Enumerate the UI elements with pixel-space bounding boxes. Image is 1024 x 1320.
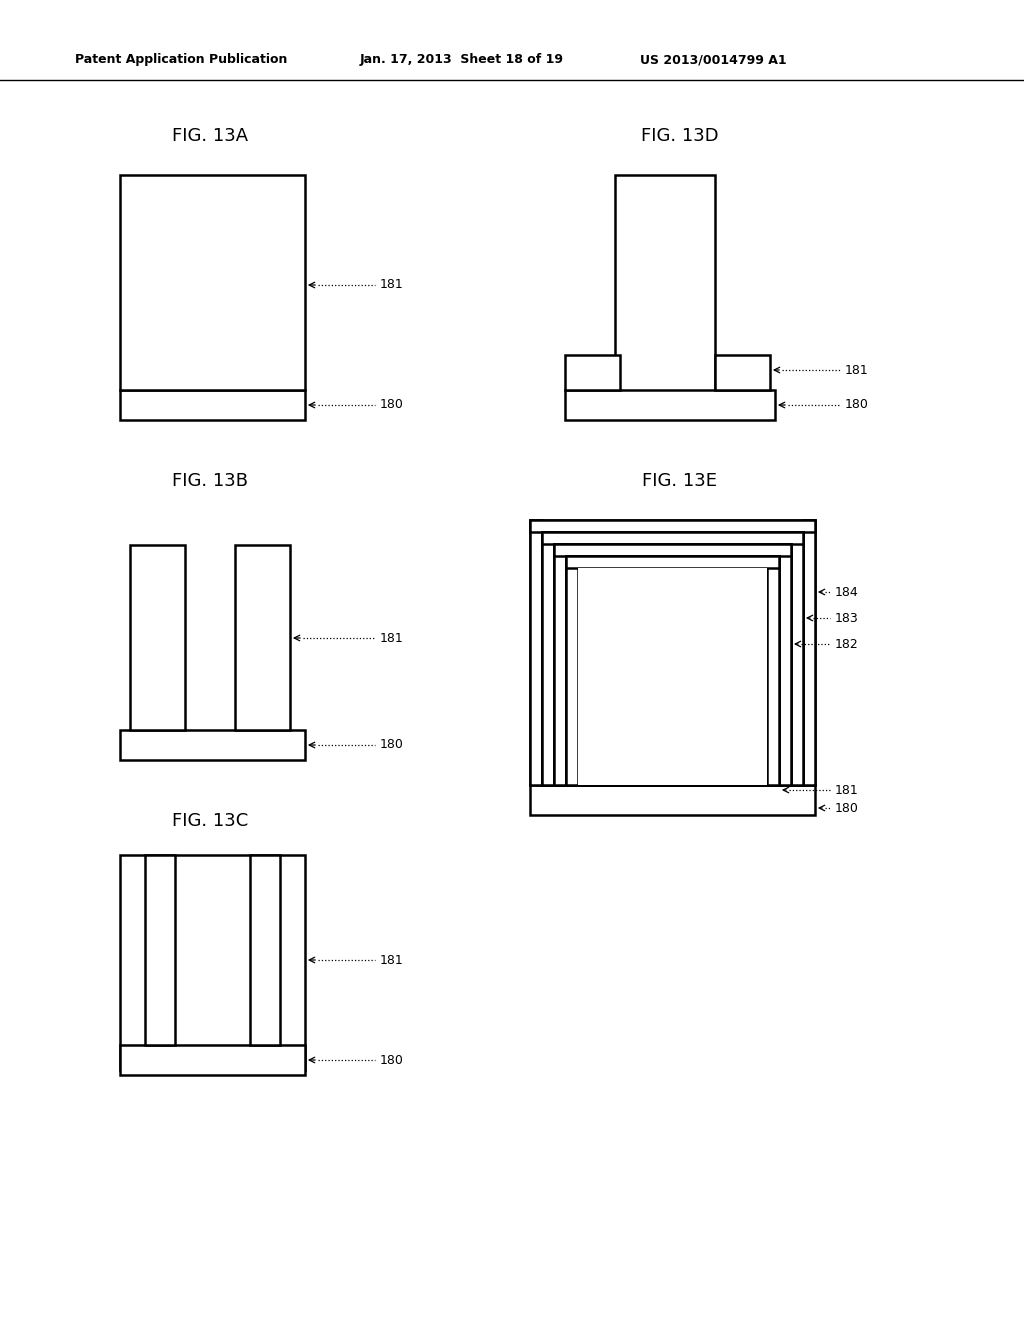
Bar (530, 520, 815, 785)
Text: 183: 183 (835, 611, 859, 624)
Bar (779, 544, 791, 785)
Bar (530, 520, 815, 532)
Bar (234, 545, 290, 730)
Bar (566, 556, 779, 568)
Bar (803, 520, 815, 785)
Bar (615, 176, 715, 414)
Bar (566, 556, 779, 785)
Bar (120, 730, 305, 760)
Bar (250, 855, 280, 1045)
Text: Jan. 17, 2013  Sheet 18 of 19: Jan. 17, 2013 Sheet 18 of 19 (360, 54, 564, 66)
Bar (120, 855, 305, 1071)
Bar (715, 355, 770, 389)
Bar (542, 532, 554, 785)
Text: 181: 181 (380, 953, 403, 966)
Bar (145, 855, 175, 1045)
Bar (554, 544, 791, 556)
Text: Patent Application Publication: Patent Application Publication (75, 54, 288, 66)
Bar (566, 556, 578, 785)
Text: 184: 184 (835, 586, 859, 598)
Text: FIG. 13C: FIG. 13C (172, 812, 248, 830)
Text: FIG. 13E: FIG. 13E (642, 473, 718, 490)
Bar (767, 556, 779, 785)
Bar (542, 532, 803, 544)
Bar (542, 532, 803, 785)
Bar (554, 544, 566, 785)
Bar (530, 520, 542, 785)
Bar (565, 355, 620, 389)
Text: 181: 181 (380, 279, 403, 292)
Text: 180: 180 (380, 1053, 403, 1067)
Text: 181: 181 (845, 363, 868, 376)
Bar (578, 568, 767, 785)
Text: 181: 181 (835, 784, 859, 796)
Text: 180: 180 (845, 399, 869, 412)
Text: 181: 181 (380, 631, 403, 644)
Bar (791, 532, 803, 785)
Text: 180: 180 (835, 801, 859, 814)
Bar (120, 176, 305, 389)
Text: 180: 180 (380, 738, 403, 751)
Text: 180: 180 (380, 399, 403, 412)
Text: FIG. 13D: FIG. 13D (641, 127, 719, 145)
Bar (120, 1045, 305, 1074)
Text: US 2013/0014799 A1: US 2013/0014799 A1 (640, 54, 786, 66)
Bar (565, 389, 775, 420)
Text: 182: 182 (835, 638, 859, 651)
Bar (120, 389, 305, 420)
Bar (530, 785, 815, 814)
Text: FIG. 13B: FIG. 13B (172, 473, 248, 490)
Text: FIG. 13A: FIG. 13A (172, 127, 248, 145)
Bar (554, 544, 791, 785)
Bar (130, 545, 185, 730)
